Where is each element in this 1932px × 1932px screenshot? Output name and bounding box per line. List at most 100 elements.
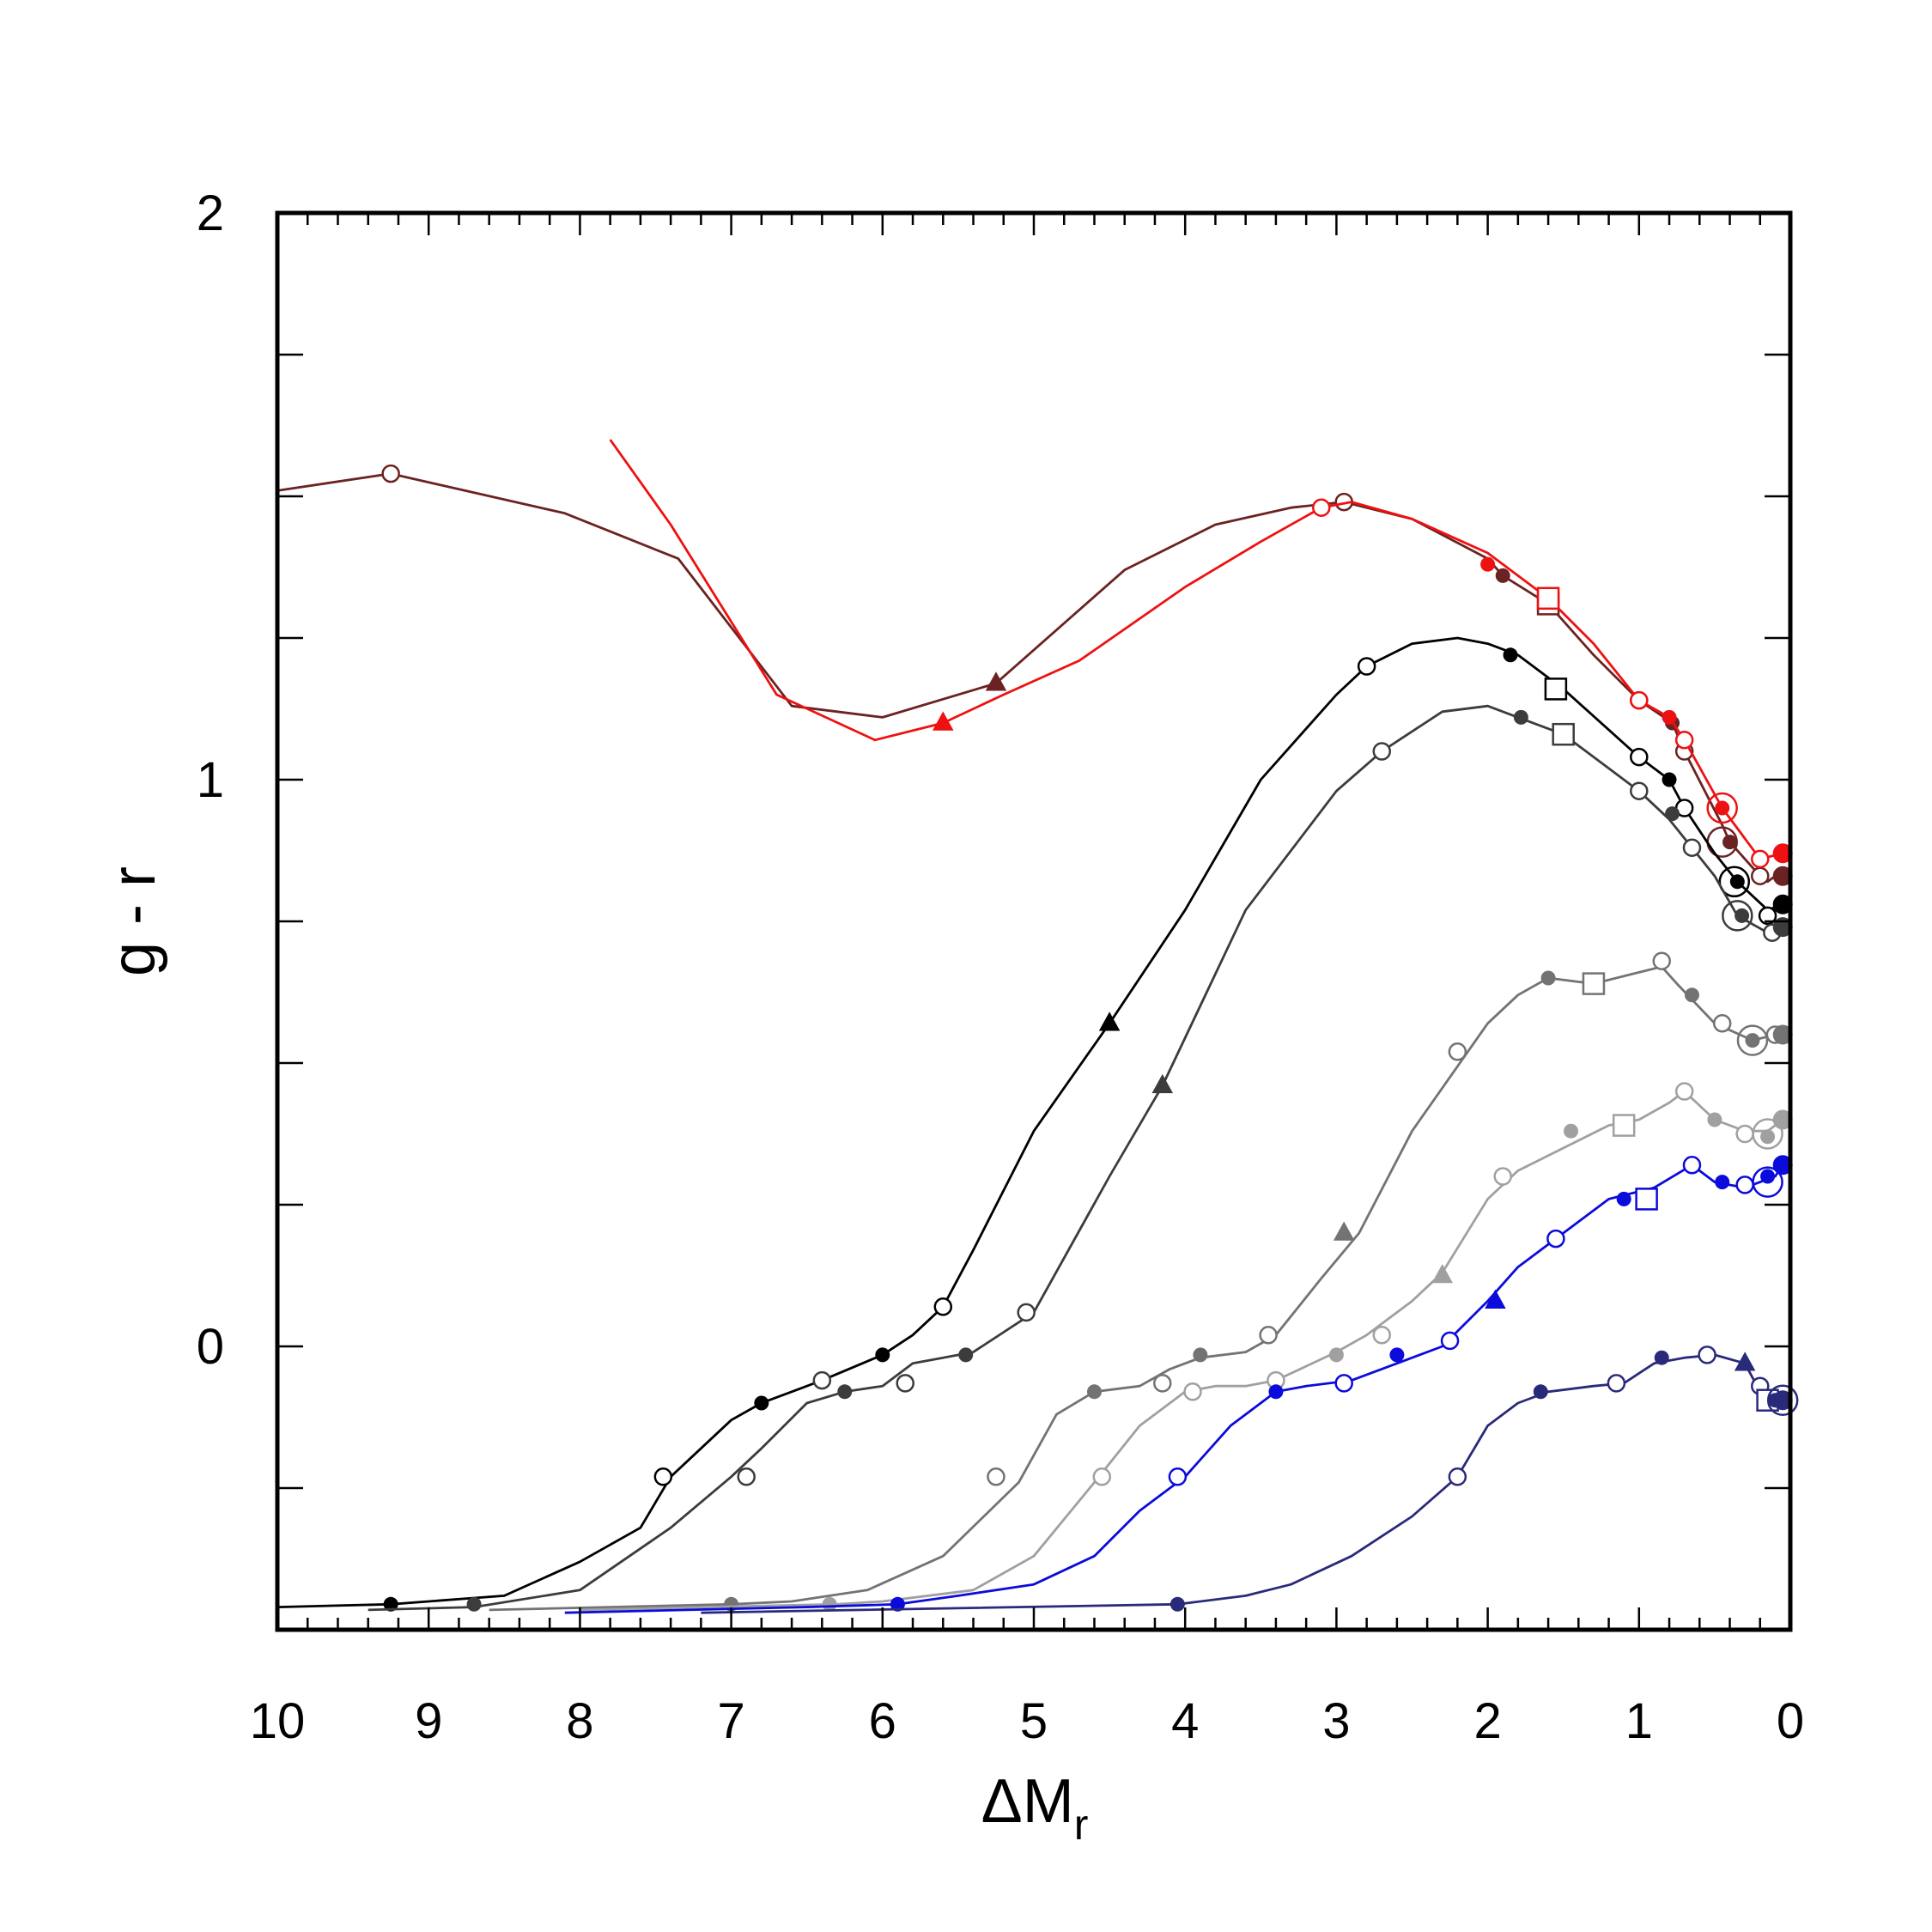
- marker-open-circle: [1682, 1156, 1702, 1175]
- series-track-dark-gray: [368, 704, 1793, 1612]
- marker-big-ring: [1752, 1118, 1783, 1150]
- marker-triangle: [1734, 1352, 1756, 1371]
- marker-dot: [1662, 772, 1677, 787]
- marker-triangle: [1151, 1073, 1174, 1094]
- marker-triangle: [985, 671, 1007, 691]
- marker-open-circle: [987, 1467, 1005, 1486]
- series-track-red: [609, 439, 1793, 869]
- marker-open-circle: [1630, 781, 1649, 800]
- marker-dot: [1503, 647, 1518, 663]
- marker-open-circle: [1674, 731, 1694, 750]
- marker-open-circle: [1448, 1042, 1467, 1061]
- marker-open-square: [1544, 677, 1568, 701]
- marker-open-square: [1536, 586, 1560, 611]
- marker-dot: [958, 1347, 974, 1363]
- x-axis-title-main: ΔM: [981, 1767, 1074, 1836]
- marker-dot: [1745, 1033, 1760, 1048]
- marker-triangle: [1098, 1012, 1121, 1031]
- marker-dot: [1654, 1350, 1669, 1365]
- marker-dot: [1735, 908, 1750, 923]
- marker-open-circle: [1440, 1331, 1460, 1351]
- marker-big-dot: [1772, 1109, 1793, 1130]
- marker-open-circle: [812, 1370, 832, 1390]
- marker-open-circle: [1153, 1374, 1172, 1393]
- marker-dot: [875, 1347, 890, 1363]
- x-tick-label: 5: [1020, 1693, 1048, 1749]
- marker-dot: [1540, 970, 1556, 986]
- marker-big-dot: [1772, 843, 1793, 864]
- marker-dot: [1513, 709, 1528, 725]
- marker-big-dot: [1772, 894, 1793, 914]
- marker-open-circle: [1735, 1124, 1754, 1144]
- marker-open-circle: [1183, 1382, 1202, 1401]
- marker-triangle: [933, 711, 954, 731]
- marker-triangle: [1333, 1221, 1355, 1241]
- marker-open-circle: [1607, 1374, 1626, 1393]
- marker-dot: [822, 1596, 837, 1612]
- x-tick-labels: 10 9 8 7 6 5 4 3 2 1 0: [250, 1693, 1804, 1749]
- marker-dot: [1193, 1347, 1208, 1363]
- x-tick-label: 4: [1171, 1693, 1199, 1749]
- marker-open-circle: [381, 464, 400, 483]
- marker-open-circle: [1372, 742, 1392, 761]
- marker-open-circle: [1546, 1229, 1565, 1249]
- marker-dot: [1722, 835, 1738, 850]
- marker-dot: [1684, 987, 1699, 1003]
- series-track-mid-gray: [489, 951, 1793, 1612]
- marker-open-circle: [1735, 1176, 1754, 1194]
- marker-open-circle: [1630, 747, 1649, 767]
- marker-dot: [1715, 1175, 1730, 1190]
- marker-dot: [1480, 556, 1496, 572]
- marker-dot: [1170, 1596, 1185, 1612]
- marker-open-circle: [1357, 657, 1376, 676]
- marker-open-square: [1552, 722, 1575, 746]
- marker-open-circle: [1372, 1326, 1392, 1345]
- x-tick-label: 0: [1777, 1693, 1804, 1749]
- marker-dot: [890, 1596, 905, 1612]
- series-track-navy: [701, 1346, 1799, 1614]
- marker-dot: [1389, 1347, 1405, 1363]
- series-layer: [276, 439, 1799, 1614]
- marker-open-circle: [1259, 1326, 1278, 1345]
- marker-triangle: [1431, 1263, 1454, 1284]
- marker-dot: [383, 1596, 398, 1612]
- marker-dot: [466, 1596, 482, 1612]
- marker-dot: [1715, 800, 1730, 816]
- marker-big-dot: [1772, 1155, 1793, 1176]
- x-tick-label: 2: [1473, 1693, 1501, 1749]
- marker-open-circle: [1017, 1303, 1036, 1322]
- marker-open-circle: [1448, 1467, 1467, 1486]
- series-track-blue: [564, 1155, 1793, 1614]
- marker-big-ring: [1718, 866, 1751, 898]
- marker-dot: [1767, 1393, 1783, 1408]
- x-tick-label: 3: [1322, 1693, 1350, 1749]
- marker-big-dot: [1772, 1024, 1793, 1045]
- marker-big-ring: [1736, 1024, 1769, 1056]
- x-tick-label: 6: [869, 1693, 896, 1749]
- x-tick-label: 8: [566, 1693, 593, 1749]
- marker-open-circle: [1652, 951, 1671, 970]
- x-axis-title-subscript: r: [1074, 1801, 1089, 1849]
- x-tick-label: 7: [717, 1693, 744, 1749]
- series-track-black: [276, 636, 1793, 1612]
- y-tick-label: 0: [197, 1319, 224, 1375]
- x-axis-title: ΔMr: [981, 1767, 1089, 1849]
- y-tick-label: 2: [197, 185, 224, 241]
- marker-open-circle: [1334, 1374, 1353, 1393]
- marker-dot: [1616, 1191, 1631, 1206]
- marker-triangle: [1485, 1289, 1506, 1309]
- marker-open-circle: [1674, 1082, 1694, 1101]
- y-tick-label: 1: [197, 752, 224, 808]
- series-line: [489, 965, 1783, 1612]
- marker-dot: [1268, 1384, 1284, 1400]
- marker-open-square: [1635, 1188, 1658, 1211]
- marker-dot: [1328, 1347, 1344, 1363]
- marker-open-circle: [1682, 838, 1702, 857]
- marker-open-circle: [1751, 866, 1770, 885]
- marker-dot: [1729, 874, 1745, 890]
- marker-open-square: [1582, 972, 1606, 995]
- marker-big-ring: [1752, 1166, 1783, 1198]
- marker-open-circle: [933, 1297, 953, 1316]
